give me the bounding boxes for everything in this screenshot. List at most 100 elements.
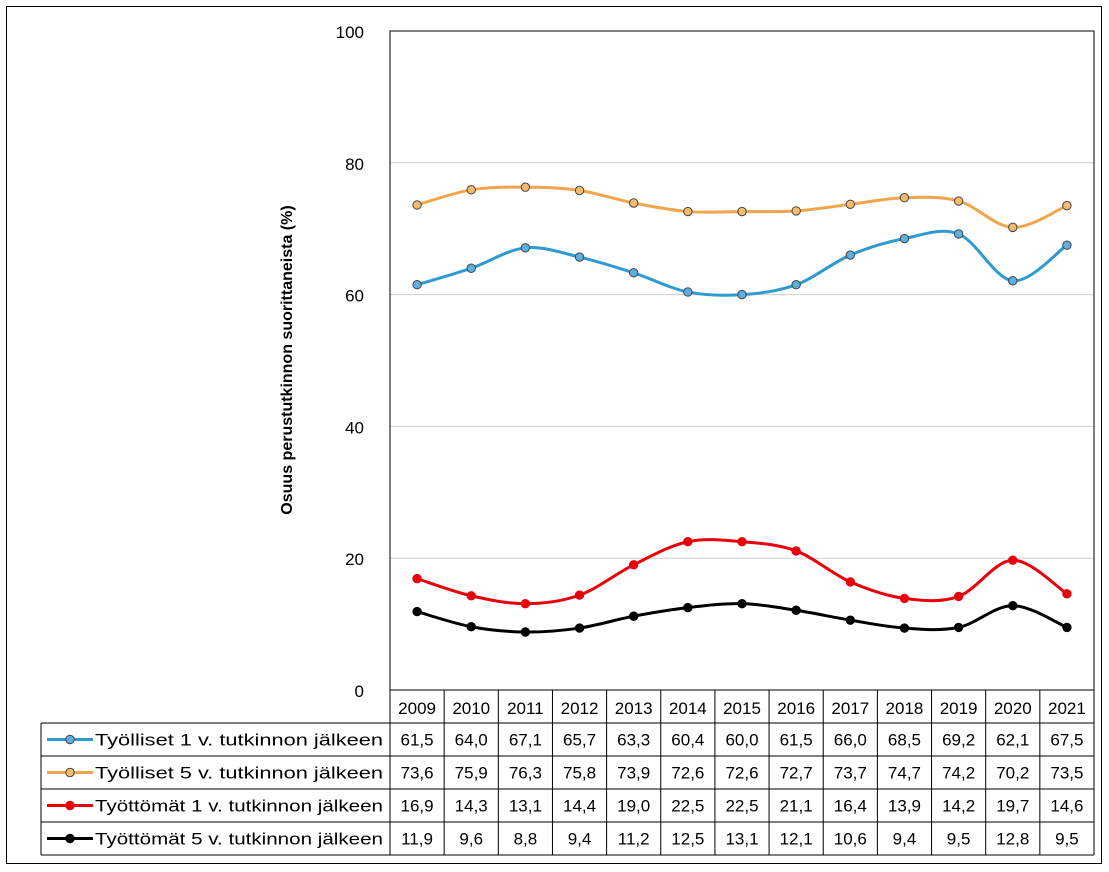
x-tick-label: 2021	[1048, 699, 1086, 718]
data-point	[953, 622, 964, 633]
data-table-cell: 74,2	[942, 764, 975, 783]
data-table-cell: 9,6	[459, 830, 483, 849]
data-table: 2009 2010 2011 2012 2013 2014 2015 2016 2017 2018…	[40, 690, 1095, 856]
x-tick-label: 2015	[723, 699, 761, 718]
data-table-cell: 72,6	[671, 764, 704, 783]
x-tick-label: 2018	[886, 699, 924, 718]
data-table-cell: 70,2	[996, 764, 1029, 783]
data-table-cell: 22,5	[671, 797, 704, 816]
data-table-cell: 12,1	[780, 830, 813, 849]
data-point	[574, 623, 585, 633]
plot-area-border	[389, 30, 1095, 691]
data-point	[574, 252, 585, 262]
data-table-cell: 67,5	[1050, 731, 1083, 750]
data-table-cell: 62,1	[996, 731, 1029, 750]
data-point	[791, 605, 801, 615]
data-point	[628, 198, 639, 208]
data-table-cell: 73,7	[834, 764, 867, 783]
data-table-cell: 10,6	[834, 830, 867, 849]
data-table-cell: 9,4	[893, 830, 917, 849]
y-tick-label: 80	[345, 155, 364, 174]
legend-series-name: Työlliset 5 v. tutkinnon jälkeen	[95, 764, 383, 783]
data-point	[683, 537, 693, 547]
data-point	[412, 573, 422, 584]
x-tick-label: 2013	[615, 699, 653, 718]
data-point	[683, 602, 693, 613]
data-point	[1062, 200, 1072, 211]
data-point	[737, 537, 747, 547]
series-points	[412, 182, 1072, 637]
x-tick-label: 2019	[940, 699, 978, 718]
data-table-cell: 12,8	[996, 830, 1029, 849]
data-table-cell: 14,4	[563, 797, 596, 816]
data-table-cell: 60,4	[671, 731, 704, 750]
data-point	[1008, 600, 1018, 611]
data-point	[1062, 622, 1072, 633]
data-table-cell: 75,9	[455, 764, 488, 783]
data-point	[412, 606, 422, 617]
data-point	[520, 182, 531, 192]
data-table-cell: 13,1	[509, 797, 542, 816]
data-table-cell: 72,7	[780, 764, 813, 783]
y-tick-label: 40	[345, 418, 364, 437]
legend-series-name: Työlliset 1 v. tutkinnon jälkeen	[95, 731, 383, 750]
data-table-cell: 19,7	[996, 797, 1029, 816]
legend-series-name: Työttömät 5 v. tutkinnon jälkeen	[95, 830, 383, 849]
data-point	[899, 193, 910, 203]
y-tick-label: 100	[336, 23, 364, 42]
y-tick-label: 20	[345, 550, 364, 569]
data-table-cell: 68,5	[888, 731, 921, 750]
data-point	[466, 622, 476, 632]
data-table-cell: 9,5	[947, 830, 971, 849]
data-point	[791, 206, 801, 216]
x-tick-label: 2011	[507, 699, 544, 718]
data-point	[520, 598, 531, 609]
data-table-cell: 21,1	[780, 797, 813, 816]
data-table-cell: 14,3	[455, 797, 488, 816]
series-line-3	[416, 538, 1068, 606]
data-table-cell: 16,9	[401, 797, 434, 816]
data-point	[737, 598, 747, 609]
data-point	[466, 185, 476, 195]
legend-series-name: Työttömät 1 v. tutkinnon jälkeen	[95, 797, 383, 816]
data-point	[574, 590, 585, 600]
data-table-cell: 12,5	[671, 830, 704, 849]
data-table-cell: 13,1	[725, 830, 758, 849]
y-axis-label: Osuus perustutkinnon suorittaneista (%)	[279, 205, 296, 514]
data-point	[845, 250, 856, 260]
data-point	[737, 289, 747, 300]
data-table-cell: 64,0	[455, 731, 488, 750]
data-point	[1062, 240, 1072, 250]
series-line-1	[416, 229, 1068, 297]
data-point	[520, 243, 531, 253]
legend-key-marker	[65, 833, 75, 844]
data-point	[1062, 589, 1072, 599]
data-point	[899, 593, 910, 604]
data-point	[412, 280, 422, 290]
data-table-cell: 11,2	[618, 830, 650, 849]
data-table-cell: 9,4	[568, 830, 592, 849]
data-table-cell: 11,9	[401, 830, 433, 849]
data-point	[791, 280, 801, 290]
data-table-cell: 65,7	[563, 731, 596, 750]
data-table-cell: 9,5	[1055, 830, 1079, 849]
x-tick-label: 2017	[831, 699, 869, 718]
gridlines	[390, 162, 1094, 559]
data-table-cell: 63,3	[617, 731, 650, 750]
data-point	[845, 577, 856, 587]
data-point	[953, 196, 964, 206]
data-table-cell: 61,5	[401, 731, 434, 750]
data-table-cell: 22,5	[725, 797, 758, 816]
y-axis-ticks: 0 20 40 60 80 100	[336, 23, 364, 701]
data-table-cell: 19,0	[617, 797, 650, 816]
data-table-cell: 16,4	[834, 797, 867, 816]
data-point	[899, 233, 910, 244]
data-point	[466, 591, 476, 601]
data-point	[899, 623, 910, 633]
data-table-cell: 74,7	[888, 764, 921, 783]
x-tick-label: 2020	[994, 699, 1032, 718]
legend-key-marker	[65, 800, 75, 811]
x-tick-label: 2016	[777, 699, 815, 718]
data-point	[520, 627, 531, 637]
y-tick-label: 60	[345, 287, 364, 306]
